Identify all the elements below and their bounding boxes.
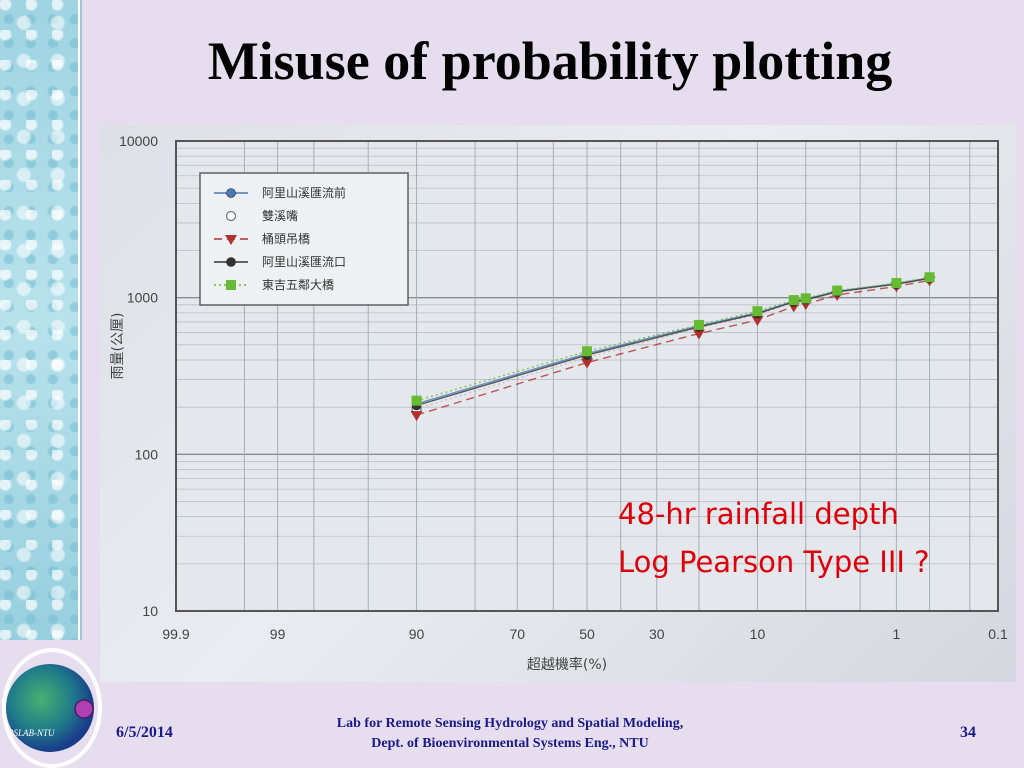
- data-point: [891, 278, 902, 289]
- x-tick-label: 70: [509, 626, 525, 642]
- rslab-logo: RSLAB-NTU: [2, 648, 102, 768]
- legend-marker: [226, 188, 236, 198]
- legend-label: 雙溪嘴: [262, 209, 298, 223]
- data-point: [692, 329, 705, 340]
- legend-marker: [226, 280, 236, 290]
- footer-lab-line-1: Lab for Remote Sensing Hydrology and Spa…: [336, 716, 684, 731]
- data-point: [800, 293, 811, 304]
- legend-label: 東吉五鄰大橋: [262, 277, 334, 292]
- data-point: [752, 306, 763, 317]
- legend-marker: [226, 257, 236, 267]
- data-point: [582, 346, 592, 357]
- legend-marker: [225, 235, 237, 245]
- footer-lab-line-2: Dept. of Bioenvironmental Systems Eng., …: [371, 736, 649, 751]
- annotation-line-2: Log Pearson Type III ?: [618, 545, 930, 579]
- x-tick-label: 10: [750, 626, 766, 642]
- page-number: 34: [960, 724, 976, 741]
- data-point: [788, 295, 799, 306]
- probability-chart: 10 100 1000 10000 99.9 99 90 70 50 30 10 1 0.1 超越機率(%…: [110, 133, 1008, 673]
- footer-date: 6/5/2014: [116, 724, 173, 741]
- x-tick-label: 99: [270, 626, 286, 642]
- data-point: [751, 316, 764, 327]
- data-point: [832, 285, 843, 296]
- chart-photo: 10 100 1000 10000 99.9 99 90 70 50 30 10 1 0.1 超越機率(%…: [100, 125, 1016, 682]
- y-tick-label: 10000: [119, 133, 158, 149]
- data-point: [581, 358, 593, 369]
- chart-annotation: 48-hr rainfall depth Log Pearson Type II…: [618, 490, 930, 586]
- annotation-line-1: 48-hr rainfall depth: [618, 497, 899, 531]
- legend-marker: [225, 210, 237, 222]
- y-axis-label: 雨量(公厘): [110, 313, 126, 380]
- x-tick-label: 30: [649, 626, 665, 642]
- logo-lettering: RSLAB-NTU: [7, 728, 55, 738]
- slide-title: Misuse of probability plotting: [207, 31, 893, 91]
- y-tick-label: 1000: [127, 290, 158, 306]
- x-tick-label: 0.1: [988, 626, 1008, 642]
- data-point: [411, 395, 422, 406]
- legend-label: 阿里山溪匯流前: [262, 185, 346, 200]
- legend-label: 桶頭吊橋: [262, 231, 310, 246]
- data-point: [924, 272, 935, 283]
- data-point: [410, 411, 423, 422]
- x-tick-label: 1: [893, 626, 901, 642]
- x-axis-label: 超越機率(%): [527, 656, 607, 673]
- plot-frame: [175, 140, 999, 612]
- footer-lab: Lab for Remote Sensing Hydrology and Spa…: [270, 714, 750, 754]
- y-tick-label: 10: [142, 603, 158, 619]
- x-tick-label: 99.9: [162, 626, 189, 642]
- legend-label: 阿里山溪匯流口: [262, 255, 346, 269]
- y-tick-label: 100: [135, 446, 159, 462]
- x-tick-label: 90: [409, 626, 425, 642]
- data-point: [693, 319, 704, 330]
- decorative-sidebar: [0, 0, 80, 640]
- x-tick-label: 50: [579, 626, 595, 642]
